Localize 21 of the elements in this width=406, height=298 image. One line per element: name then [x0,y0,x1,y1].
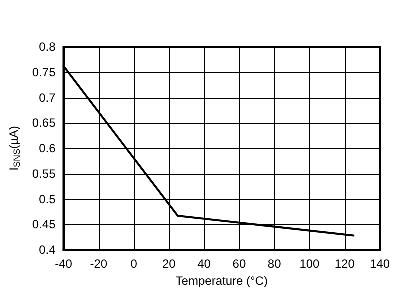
y-tick-label: 0.55 [32,166,56,181]
x-tick-label: 80 [268,257,282,271]
y-tick-label: 0.5 [39,192,56,206]
x-tick-label: 140 [370,257,390,271]
x-tick-label: 120 [334,257,356,271]
y-tick-label: 0.65 [32,116,56,130]
y-tick-label: 0.7 [39,90,56,105]
y-tick-label: 0.4 [39,243,56,257]
x-tick-label: 0 [130,257,138,271]
x-tick-label: 40 [198,257,212,271]
x-tick-label: 20 [162,257,176,271]
y-tick-label: 0.45 [32,218,56,232]
x-tick-label: 60 [232,257,246,271]
x-tick-label: 100 [300,257,320,271]
x-tick-label: -20 [90,257,108,271]
y-tick-label: 0.8 [39,40,56,54]
y-axis-title: ISNS(µA) [7,126,22,171]
x-tick-label: -40 [55,257,73,271]
x-axis-title: Temperature (°C) [176,274,268,288]
y-tick-label: 0.75 [32,65,56,80]
y-tick-label: 0.6 [39,142,56,156]
